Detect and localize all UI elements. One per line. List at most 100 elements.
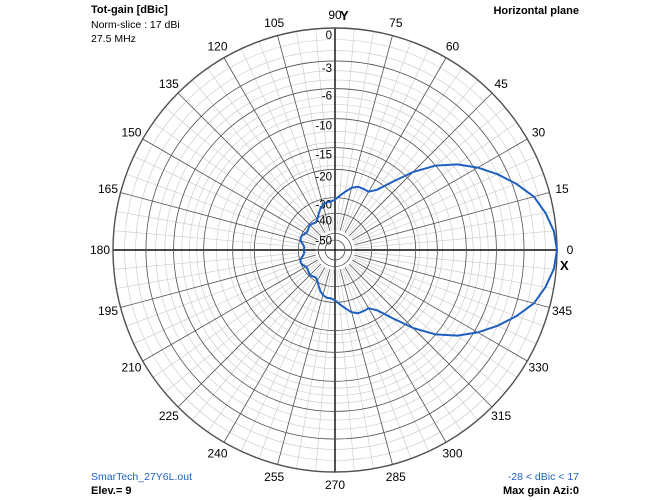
plane-label: Horizontal plane	[493, 5, 579, 17]
spoke-285	[339, 269, 393, 465]
spoke-150	[142, 138, 318, 241]
minor-spoke-175	[113, 230, 316, 249]
radial-label-4: -15	[315, 150, 332, 162]
angle-label-210: 210	[121, 361, 141, 375]
radial-label-8: -50	[315, 235, 332, 247]
minor-spoke-335	[352, 258, 537, 345]
minor-spoke-170	[116, 211, 316, 247]
minor-spoke-130	[192, 79, 323, 235]
minor-spoke-40	[350, 107, 506, 238]
minor-spoke-10	[354, 211, 554, 247]
angle-label-60: 60	[446, 39, 460, 53]
minor-spoke-25	[352, 155, 537, 242]
minor-spoke-160	[126, 173, 317, 244]
ring--3	[145, 60, 525, 440]
minor-spoke-190	[116, 253, 316, 289]
angle-label-225: 225	[159, 409, 179, 423]
spoke-45	[348, 92, 493, 237]
minor-spoke-145	[152, 122, 319, 239]
minor-spoke-350	[354, 253, 554, 289]
minor-spoke-280	[338, 269, 374, 469]
angle-label-330: 330	[529, 361, 549, 375]
spoke-120	[223, 57, 326, 233]
angle-label-315: 315	[491, 409, 511, 423]
minor-spoke-100	[296, 31, 332, 231]
spoke-315	[348, 263, 493, 408]
minor-spoke-55	[346, 67, 463, 234]
angle-label-165: 165	[98, 182, 118, 196]
minor-spoke-125	[207, 67, 324, 234]
spoke-30	[352, 138, 528, 241]
radial-label-7: -40	[315, 215, 332, 227]
radial-label-1: -3	[322, 63, 332, 75]
angle-label-345: 345	[552, 304, 572, 318]
angle-label-45: 45	[494, 77, 508, 91]
minor-spoke-235	[207, 266, 324, 433]
spoke-60	[344, 57, 447, 233]
minor-spoke-310	[347, 265, 478, 421]
minor-spoke-95	[315, 28, 334, 231]
gain-trace-group	[299, 163, 558, 337]
y-axis-label: Y	[340, 8, 349, 23]
minor-spoke-205	[133, 258, 318, 345]
angle-label-285: 285	[386, 470, 406, 484]
angle-label-105: 105	[264, 16, 284, 30]
minor-spoke-215	[152, 261, 319, 378]
angle-label-270: 270	[325, 478, 345, 492]
angle-label-180: 180	[90, 243, 110, 257]
radial-label-3: -10	[315, 121, 332, 133]
minor-spoke-260	[296, 269, 332, 469]
minor-spoke-35	[351, 122, 518, 239]
minor-spoke-265	[315, 269, 334, 472]
minor-spoke-290	[341, 268, 412, 459]
chart-title: Tot-gain [dBic]	[91, 4, 168, 16]
minor-spoke-65	[343, 48, 430, 233]
radial-label-2: -6	[322, 91, 332, 103]
minor-spoke-20	[353, 173, 544, 244]
minor-spoke-220	[164, 262, 320, 393]
spoke-15	[354, 192, 550, 246]
spoke-195	[120, 254, 316, 308]
spoke-330	[352, 259, 528, 362]
ring--40	[297, 212, 373, 288]
minor-spoke-250	[258, 268, 329, 459]
angle-label-90: 90	[328, 8, 342, 22]
ring--20	[253, 168, 417, 332]
spoke-300	[344, 267, 447, 443]
angle-label-255: 255	[264, 470, 284, 484]
minor-spoke-320	[350, 262, 506, 393]
minor-spoke-50	[347, 79, 478, 235]
minor-spoke-5	[354, 230, 557, 249]
spoke-105	[277, 35, 331, 231]
angle-label-195: 195	[98, 304, 118, 318]
angle-label-30: 30	[532, 126, 546, 140]
angle-label-75: 75	[389, 16, 403, 30]
angle-label-135: 135	[159, 77, 179, 91]
ring--50	[317, 232, 353, 268]
ring--10	[203, 118, 467, 382]
spoke-225	[177, 263, 322, 408]
ring--6	[173, 88, 497, 412]
frequency-text: 27.5 MHz	[91, 33, 136, 45]
angle-label-240: 240	[207, 447, 227, 461]
ring--15	[232, 147, 438, 353]
minor-spoke-200	[126, 256, 317, 327]
x-axis-label: X	[560, 258, 569, 273]
minor-spoke-340	[353, 256, 544, 327]
minor-spoke-305	[346, 266, 463, 433]
gain-range-text: -28 < dBic < 17	[507, 471, 579, 483]
polar-grid	[112, 27, 558, 473]
minor-spoke-70	[341, 41, 412, 232]
angle-label-150: 150	[121, 126, 141, 140]
minor-spoke-110	[258, 41, 329, 232]
spoke-240	[223, 267, 326, 443]
gain-trace	[299, 163, 558, 337]
minor-spoke-80	[338, 31, 374, 231]
ring--30	[282, 197, 388, 303]
minor-spoke-115	[240, 48, 327, 233]
angle-label-0: 0	[567, 243, 574, 257]
minor-spoke-185	[113, 251, 316, 270]
spoke-165	[120, 192, 316, 246]
minor-spoke-325	[351, 261, 518, 378]
